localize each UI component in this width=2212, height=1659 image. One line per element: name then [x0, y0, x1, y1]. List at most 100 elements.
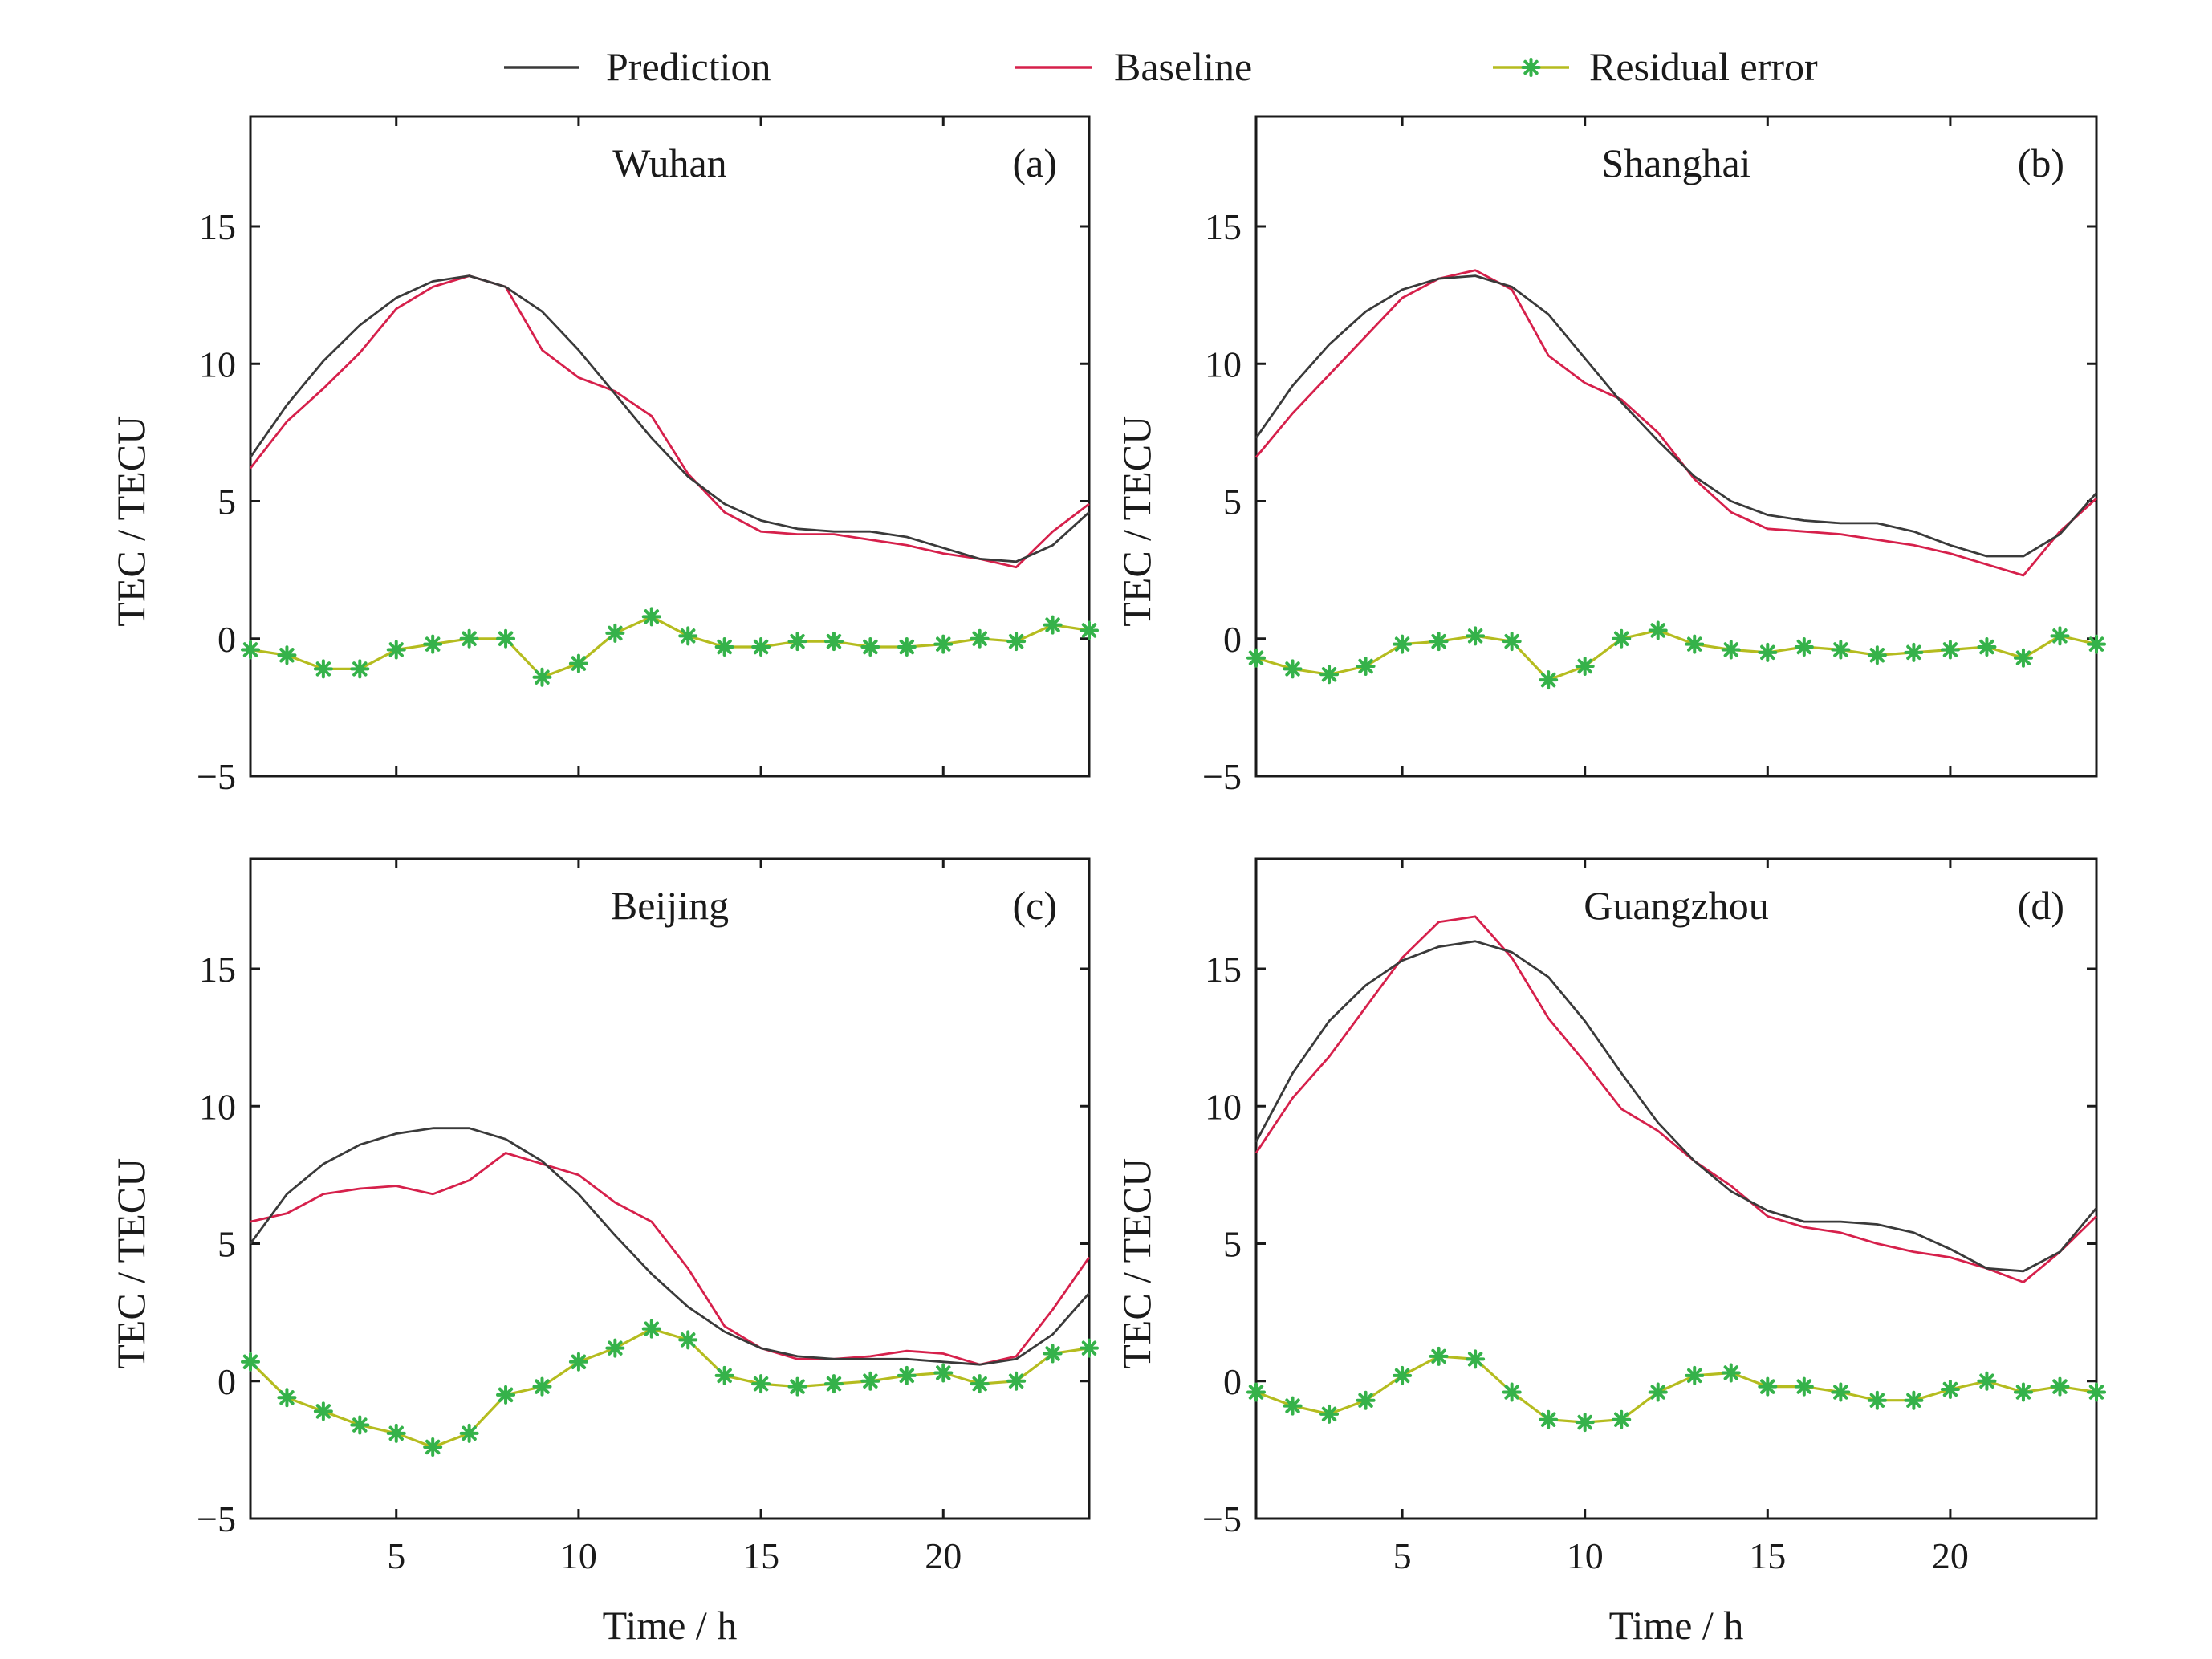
- y-tick-label: −5: [1202, 1498, 1242, 1539]
- y-tick-label: 0: [218, 619, 236, 660]
- residual-point: [277, 645, 297, 665]
- plot-frame: [249, 857, 1091, 1520]
- residual-point: [714, 637, 734, 657]
- panels: −5 0 5 10 15 TEC / TECU Wuhan (a) −5 0 5 10 15 TEC / …: [108, 115, 2106, 1648]
- panel-a: −5 0 5 10 15 TEC / TECU Wuhan (a): [108, 115, 1099, 797]
- residual-point: [860, 637, 880, 657]
- residual-point: [568, 653, 588, 673]
- y-tick-label: 10: [199, 344, 236, 384]
- residual-point: [751, 1374, 771, 1394]
- residual-point: [1502, 1382, 1522, 1402]
- legend-label-residual: Residual error: [1589, 44, 1818, 89]
- panel-b: −5 0 5 10 15 TEC / TECU Shanghai (b): [1114, 115, 2106, 797]
- y-tick-label: 0: [1223, 619, 1242, 660]
- y-tick-label: 0: [1223, 1361, 1242, 1402]
- residual-point: [605, 623, 625, 643]
- plot-frame: [1254, 857, 2098, 1520]
- residual-point: [970, 1374, 990, 1394]
- residual-point: [1648, 1382, 1668, 1402]
- residual-point: [605, 1338, 625, 1358]
- residual-point: [1867, 645, 1887, 665]
- residual-point: [1612, 1409, 1632, 1429]
- plot-frame: [1254, 115, 2098, 778]
- residual-point: [1043, 1344, 1063, 1364]
- residual-point: [1080, 1338, 1099, 1358]
- residual-point: [2013, 1382, 2033, 1402]
- residual-point: [1043, 615, 1063, 635]
- y-tick-label: −5: [1202, 756, 1242, 797]
- plot-frame: [249, 115, 1091, 778]
- residual-point: [568, 1352, 588, 1372]
- panel-title: Beijing: [611, 883, 729, 928]
- y-tick-label: 5: [218, 1224, 236, 1265]
- y-tick-label: −5: [197, 1498, 236, 1539]
- y-tick-label: 0: [218, 1361, 236, 1402]
- legend: Prediction Baseline Residual error: [504, 44, 1818, 89]
- residual-point: [241, 640, 260, 660]
- y-tick-label: 15: [199, 206, 236, 247]
- x-axis-label: Time / h: [603, 1603, 738, 1648]
- y-tick-label: 5: [1223, 482, 1242, 523]
- y-axis-label: TEC / TECU: [1114, 416, 1159, 627]
- residual-point: [1685, 1365, 1705, 1385]
- residual-point: [1393, 634, 1413, 654]
- residual-point: [1080, 620, 1099, 640]
- residual-point: [1831, 640, 1851, 660]
- residual-point: [1283, 1396, 1303, 1416]
- series-residual: [241, 607, 1099, 687]
- residual-point: [241, 1352, 260, 1372]
- series-prediction: [1254, 940, 2098, 1273]
- panel-d: −5 0 5 10 15 5 10 15 20 TEC / TECU Time / h Guangzh…: [1114, 857, 2106, 1648]
- series-line-residual: [250, 615, 1090, 679]
- series-baseline: [1254, 915, 2097, 1283]
- y-tick-label: 10: [1205, 344, 1242, 384]
- residual-point: [1006, 1371, 1027, 1391]
- y-tick-label: 15: [1205, 206, 1242, 247]
- residual-point: [350, 1415, 370, 1435]
- panel-title: Wuhan: [612, 140, 726, 185]
- series-prediction: [249, 1127, 1091, 1366]
- residual-point: [1904, 1390, 1924, 1410]
- panel-title: Guangzhou: [1584, 883, 1769, 928]
- panel-title: Shanghai: [1601, 140, 1750, 185]
- y-axis-label: TEC / TECU: [108, 416, 153, 627]
- series-line-residual: [1255, 1355, 2097, 1424]
- residual-point: [1794, 637, 1814, 657]
- x-tick-label: 10: [560, 1535, 597, 1576]
- y-tick-label: 5: [1223, 1224, 1242, 1265]
- series-line-baseline: [1254, 269, 2097, 577]
- residual-point: [1539, 670, 1559, 690]
- x-tick-label: 15: [742, 1535, 779, 1576]
- series-baseline: [250, 1152, 1091, 1366]
- y-tick-label: 10: [1205, 1086, 1242, 1127]
- legend-label-prediction: Prediction: [606, 44, 771, 89]
- legend-entry-residual: Residual error: [1493, 44, 1818, 89]
- residual-point: [1904, 642, 1924, 662]
- residual-point: [860, 1371, 880, 1391]
- residual-point: [1794, 1376, 1814, 1397]
- y-axis-label: TEC / TECU: [108, 1158, 153, 1369]
- residual-point: [423, 1437, 443, 1457]
- residual-point: [1721, 640, 1741, 660]
- series-line-baseline: [250, 1152, 1091, 1366]
- y-axis-label: TEC / TECU: [1114, 1158, 1159, 1369]
- residual-point: [386, 640, 406, 660]
- series-line-prediction: [1254, 940, 2098, 1273]
- residual-point: [1393, 1365, 1413, 1385]
- residual-point: [823, 632, 844, 652]
- residual-point: [1466, 626, 1486, 646]
- residual-point: [1246, 1382, 1266, 1402]
- residual-point: [1940, 1380, 1960, 1400]
- residual-point: [678, 626, 698, 646]
- residual-point: [1758, 1376, 1778, 1397]
- series-prediction: [249, 274, 1090, 563]
- residual-point: [1466, 1349, 1486, 1369]
- x-tick-label: 15: [1749, 1535, 1786, 1576]
- x-tick-label: 10: [1567, 1535, 1604, 1576]
- residual-point: [459, 1423, 479, 1443]
- x-tick-label: 20: [1932, 1535, 1969, 1576]
- residual-point: [823, 1374, 844, 1394]
- y-tick-label: 15: [1205, 949, 1242, 990]
- residual-point: [496, 1385, 516, 1405]
- x-tick-label: 5: [1393, 1535, 1412, 1576]
